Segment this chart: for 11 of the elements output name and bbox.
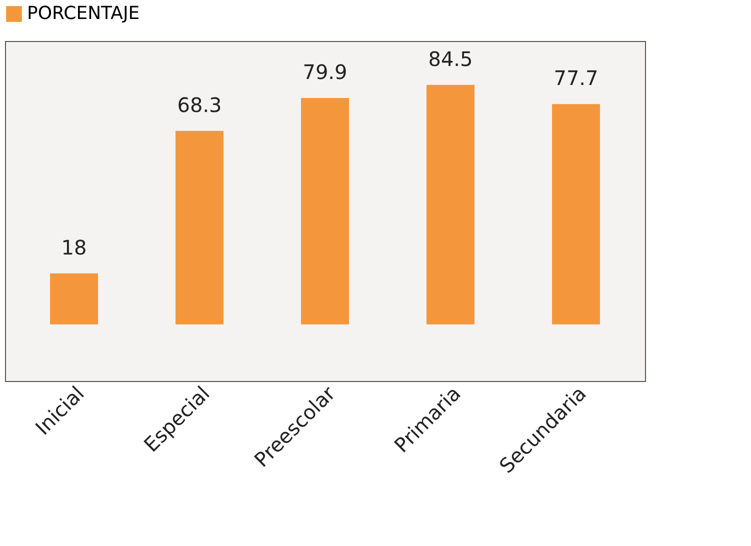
data-label: 84.5 [428,46,473,71]
bar [176,130,224,324]
bar [301,98,349,324]
bar [50,273,98,324]
data-label: 77.7 [554,66,598,90]
data-label: 18 [61,235,87,260]
bar [552,104,600,324]
legend-label: PORCENTAJE [27,3,140,24]
bar [426,84,474,324]
data-label: 68.3 [177,92,222,117]
data-label: 79.9 [302,60,348,84]
